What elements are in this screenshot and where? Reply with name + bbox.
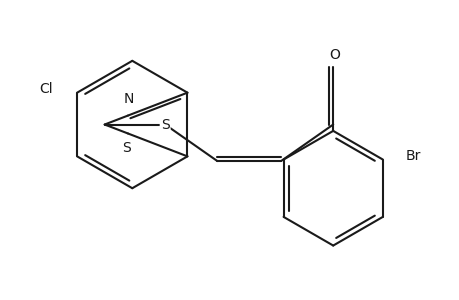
Text: N: N — [124, 92, 134, 106]
Text: Cl: Cl — [39, 82, 53, 97]
Text: Br: Br — [404, 149, 420, 164]
Text: S: S — [122, 141, 131, 155]
Text: S: S — [161, 118, 169, 131]
Text: O: O — [328, 48, 339, 62]
